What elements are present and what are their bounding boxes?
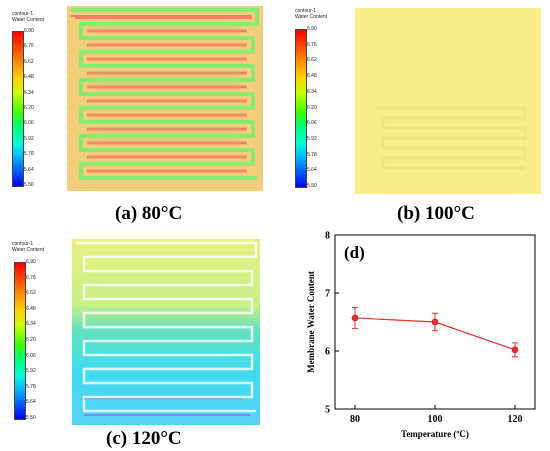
flow-channels-c xyxy=(76,241,258,413)
legend-c-title-1: contour-1 xyxy=(12,241,34,247)
legend-tick-label: 5.50 xyxy=(26,415,36,421)
legend-tick-label: 6.48 xyxy=(24,74,34,81)
legend-tick-label: 6.62 xyxy=(307,57,317,64)
legend-tick-label: 5.78 xyxy=(24,151,34,158)
legend-tick-label: 6.06 xyxy=(24,120,34,127)
flow-channels-b xyxy=(375,106,527,170)
legend-tick-label: 6.34 xyxy=(24,89,34,96)
chart-marks: 5 6 7 8 80 100 120 xyxy=(325,231,523,426)
data-point xyxy=(511,346,519,354)
panel-a: contour-1 Water Content 6.90 6.76 6.62 6.48… xyxy=(0,0,275,230)
contour-plot-c xyxy=(72,239,260,425)
y-tick-label: 8 xyxy=(325,231,330,242)
legend-tick-label: 6.20 xyxy=(26,337,36,343)
legend-tick-label: 6.34 xyxy=(307,88,317,95)
contour-plot-b xyxy=(355,8,541,194)
legend-tick-label: 6.20 xyxy=(24,105,34,111)
caption-b: (b) 100°C xyxy=(397,203,475,224)
legend-tick-label: 6.34 xyxy=(26,321,36,328)
caption-a: (a) 80°C xyxy=(115,203,183,224)
legend-tick-label: 5.78 xyxy=(307,151,317,158)
legend-b-title-2: Water Content xyxy=(295,14,328,20)
data-point xyxy=(351,314,359,322)
legend-c-title-2: Water Content xyxy=(12,247,45,253)
chart-d: (d) Membrane Water Content Temperature (… xyxy=(306,231,536,439)
legend-a-colorbar xyxy=(12,31,24,187)
x-axis-label: Temperature (ºC) xyxy=(401,429,469,439)
legend-tick-label: 6.62 xyxy=(24,58,34,65)
legend-tick-label: 6.48 xyxy=(26,305,36,312)
legend-b-title-1: contour-1 xyxy=(295,8,317,14)
legend-a-title-1: contour-1 xyxy=(12,11,34,17)
legend-tick-label: 5.50 xyxy=(24,182,34,188)
legend-tick-label: 6.90 xyxy=(24,28,34,34)
y-tick-label: 6 xyxy=(325,347,330,358)
legend-tick-label: 5.92 xyxy=(26,368,36,375)
legend-tick-label: 6.06 xyxy=(26,352,36,359)
x-tick-label: 80 xyxy=(350,414,360,425)
legend-tick-label: 5.64 xyxy=(307,167,317,174)
legend-tick-label: 6.48 xyxy=(307,73,317,80)
legend-tick-label: 5.64 xyxy=(26,399,36,406)
legend-tick-label: 6.06 xyxy=(307,120,317,127)
legend-a-title-2: Water Content xyxy=(12,17,45,23)
panel-b: contour-1 Water Content 6.90 6.76 6.62 6.48… xyxy=(285,0,550,230)
flow-channels-a xyxy=(71,8,259,180)
legend-tick-label: 6.20 xyxy=(307,104,317,111)
legend-tick-label: 6.90 xyxy=(26,259,36,265)
legend-b-colorbar xyxy=(295,29,307,188)
y-axis-label: Membrane Water Content xyxy=(306,271,316,373)
legend-tick-label: 5.78 xyxy=(26,383,36,390)
legend-tick-label: 5.92 xyxy=(307,135,317,142)
legend-c-colorbar xyxy=(14,262,26,420)
panel-label-d: (d) xyxy=(344,243,365,262)
x-tick-label: 100 xyxy=(428,414,443,425)
x-tick-label: 120 xyxy=(508,414,523,425)
legend-tick-label: 6.62 xyxy=(26,290,36,297)
panel-c: contour-1 Water Content 6.90 6.76 6.62 6.48… xyxy=(0,232,280,451)
legend-tick-label: 5.50 xyxy=(307,183,317,189)
legend-tick-label: 6.76 xyxy=(307,41,317,48)
contour-plot-a xyxy=(67,6,263,191)
legend-tick-label: 6.76 xyxy=(26,274,36,281)
data-point xyxy=(431,318,439,326)
legend-tick-label: 6.76 xyxy=(24,43,34,50)
y-tick-label: 5 xyxy=(325,405,330,416)
legend-tick-label: 5.92 xyxy=(24,135,34,142)
caption-c: (c) 120°C xyxy=(106,428,182,449)
legend-tick-label: 5.64 xyxy=(24,166,34,173)
y-tick-label: 7 xyxy=(325,289,330,300)
legend-tick-label: 6.90 xyxy=(307,26,317,32)
